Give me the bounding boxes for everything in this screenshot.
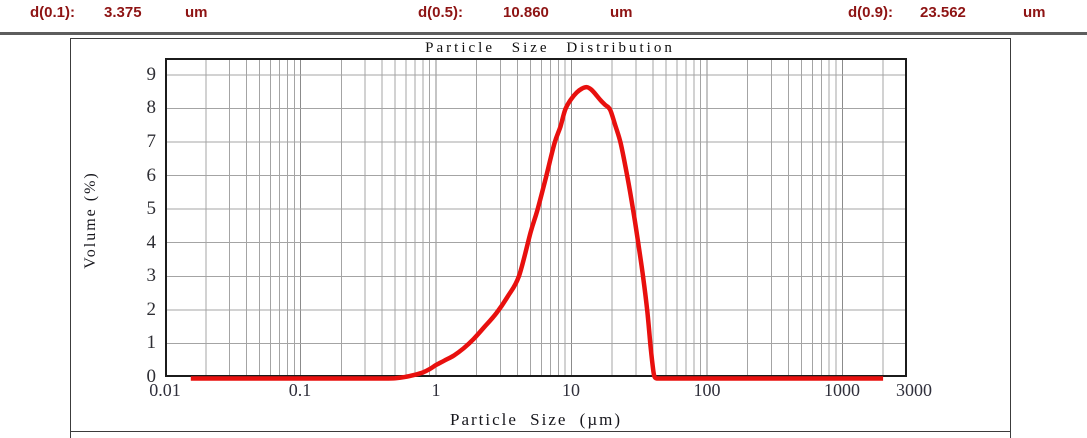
y-tick-label: 6 bbox=[146, 165, 157, 186]
d10-value: 3.375 bbox=[104, 4, 142, 21]
d90-value: 23.562 bbox=[920, 4, 966, 21]
d90-unit: um bbox=[1023, 4, 1046, 21]
x-tick-label: 1 bbox=[431, 380, 441, 400]
y-tick-label: 1 bbox=[146, 332, 157, 353]
plot-border bbox=[165, 58, 907, 377]
y-tick-label: 0 bbox=[146, 366, 157, 387]
gridlines bbox=[165, 58, 907, 377]
frame-left-stub bbox=[70, 432, 71, 438]
x-tick-label: 1000 bbox=[824, 380, 860, 400]
y-tick-label: 7 bbox=[146, 131, 157, 152]
plot-area bbox=[165, 58, 907, 381]
d10-unit: um bbox=[185, 4, 208, 21]
frame-right-stub bbox=[1010, 432, 1011, 438]
x-tick-label: 100 bbox=[693, 380, 721, 400]
x-axis-title: Particle Size (µm) bbox=[449, 410, 623, 429]
d50-unit: um bbox=[610, 4, 633, 21]
distribution-curve bbox=[190, 84, 884, 381]
header-separator-line bbox=[0, 32, 1087, 35]
chart-frame bbox=[70, 38, 1011, 432]
d90-label: d(0.9): bbox=[848, 4, 893, 21]
d50-value: 10.860 bbox=[503, 4, 549, 21]
y-tick-label: 8 bbox=[146, 97, 157, 118]
y-tick-label: 2 bbox=[146, 299, 157, 320]
y-tick-label: 9 bbox=[146, 64, 157, 85]
d10-label: d(0.1): bbox=[30, 4, 75, 21]
x-tick-label: 0.1 bbox=[288, 380, 312, 400]
x-tick-label: 10 bbox=[562, 380, 580, 400]
x-tick-label: 3000 bbox=[896, 380, 932, 400]
y-tick-label: 3 bbox=[146, 265, 157, 286]
chart-title: Particle Size Distribution bbox=[425, 40, 675, 56]
d50-label: d(0.5): bbox=[418, 4, 463, 21]
y-tick-label: 5 bbox=[146, 198, 157, 219]
y-tick-label: 4 bbox=[146, 232, 157, 253]
x-tick-label: 0.01 bbox=[149, 380, 181, 400]
